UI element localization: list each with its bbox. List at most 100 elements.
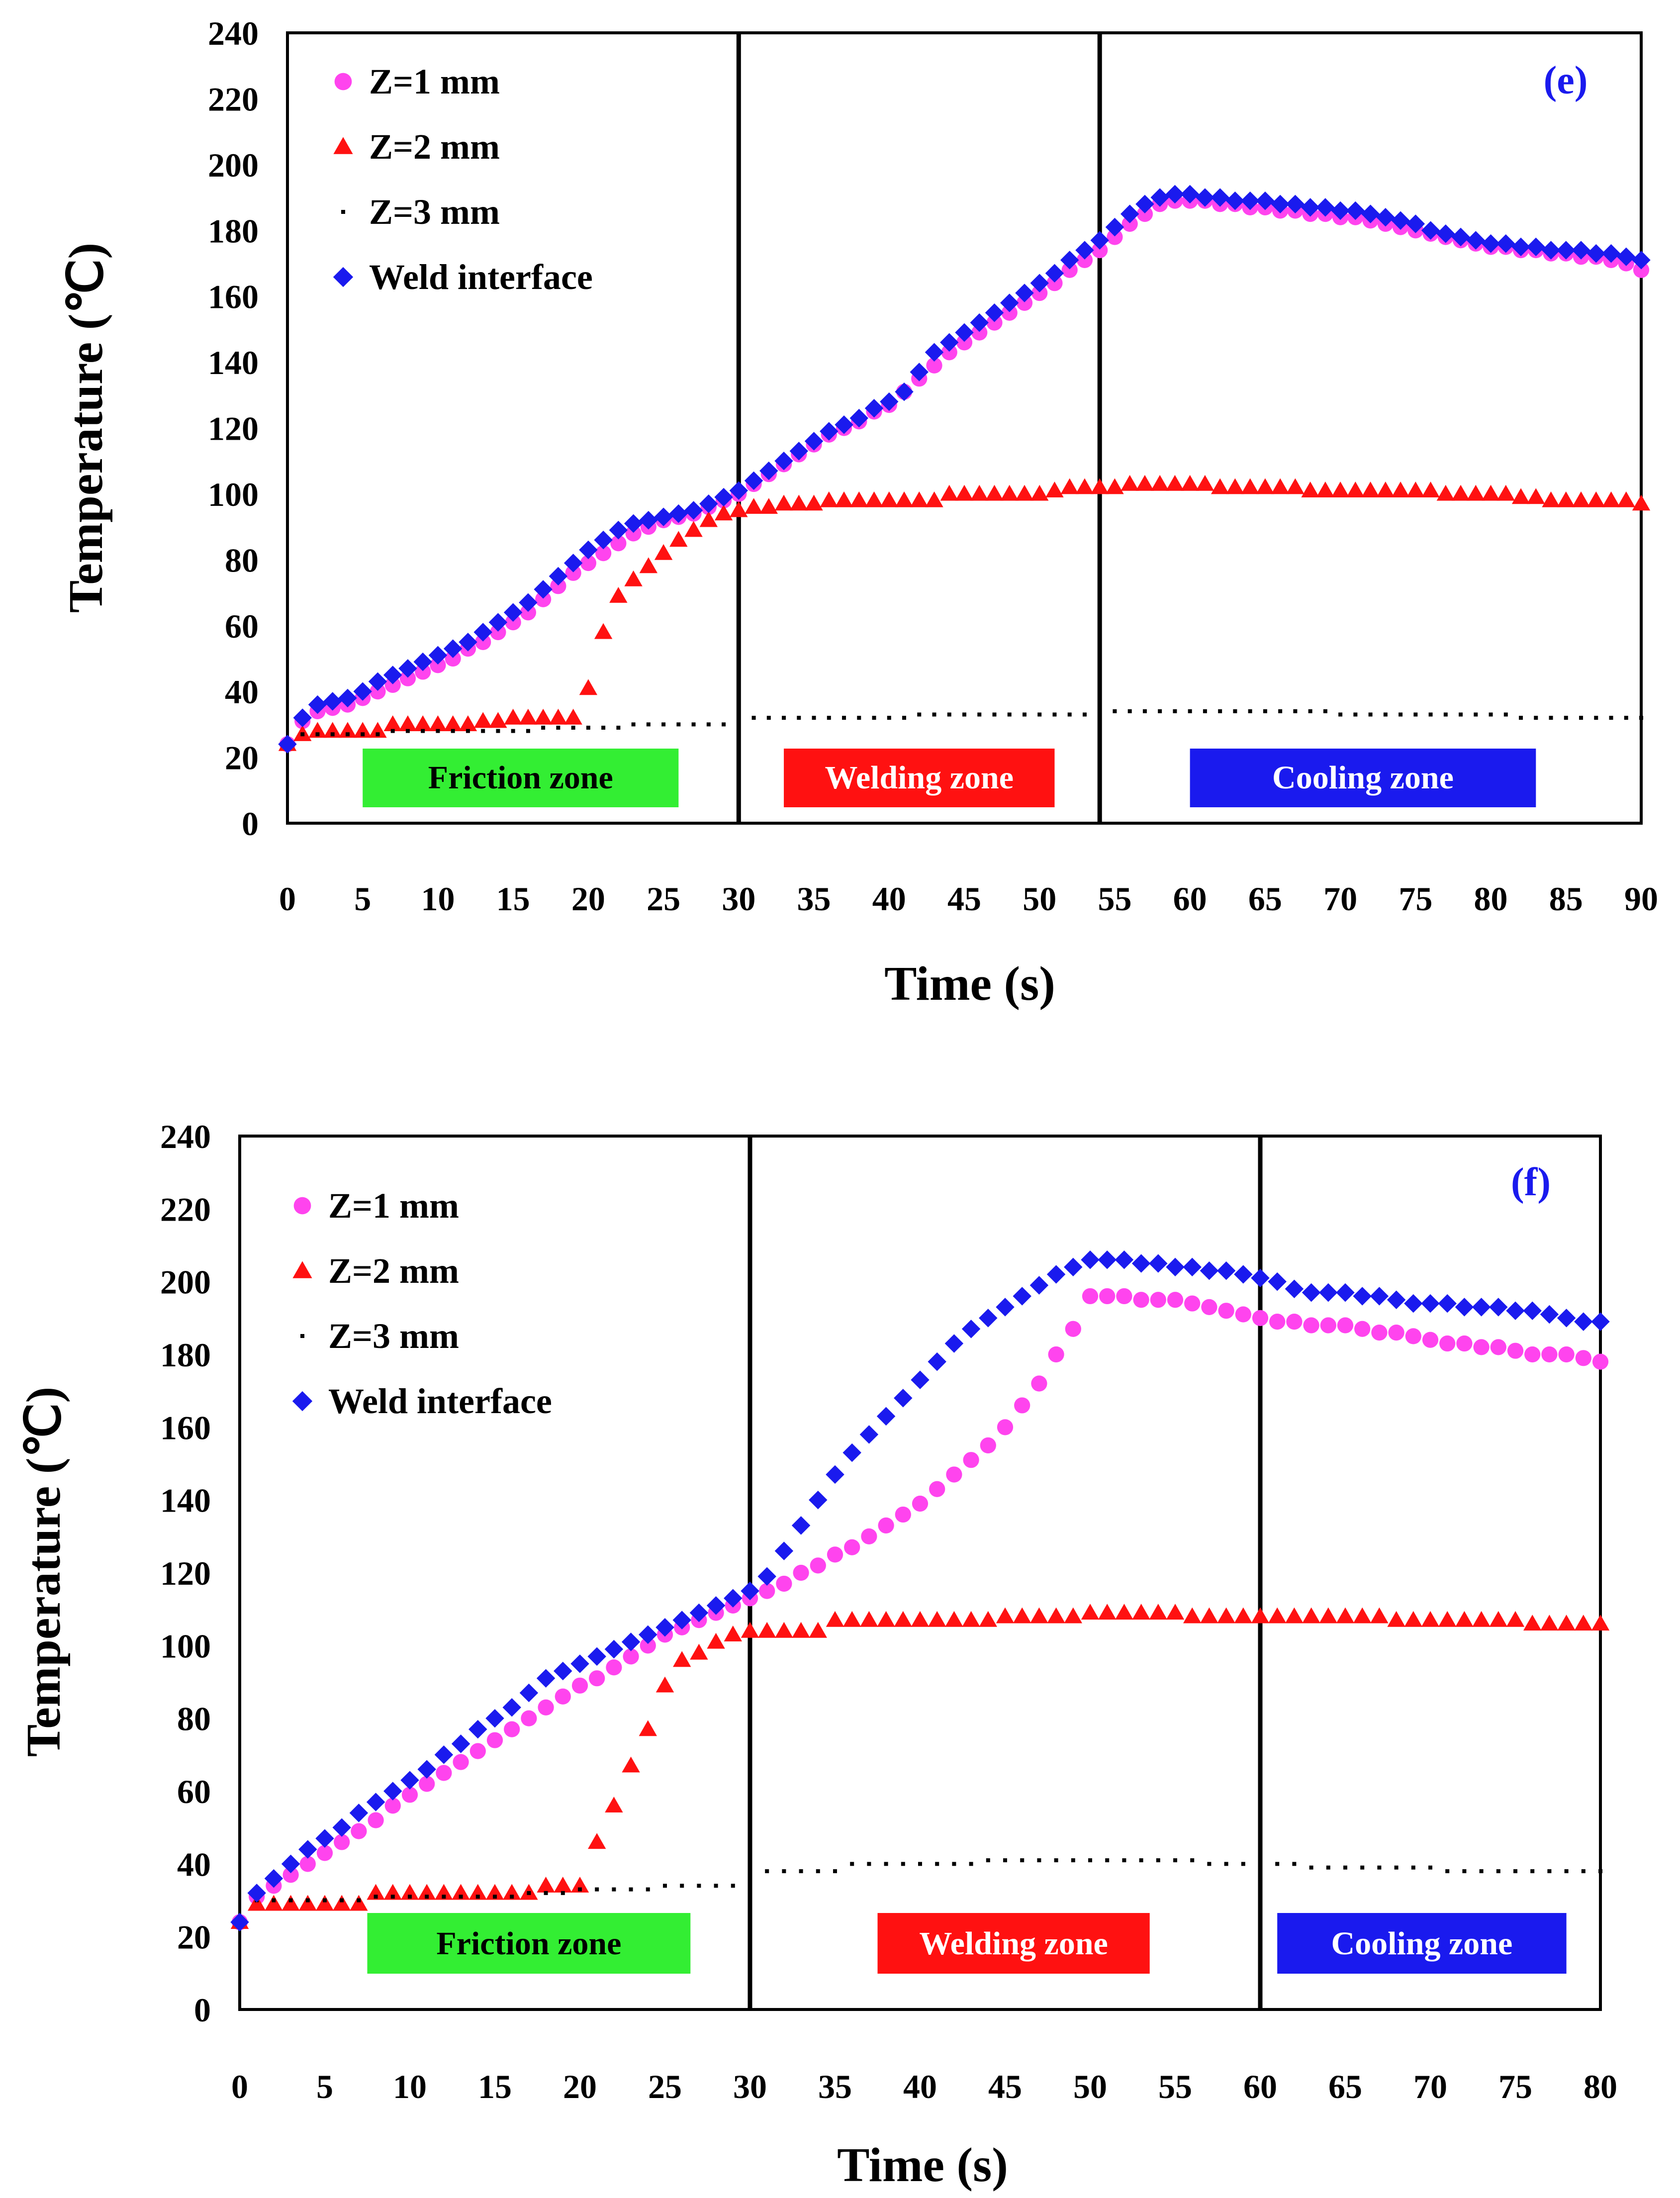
data-point: [434, 1745, 454, 1764]
legend-entry: Z=1 mm: [334, 62, 500, 101]
data-point: [1241, 478, 1259, 494]
data-point: [1013, 1607, 1031, 1624]
x-tick-label: 20: [571, 880, 605, 918]
data-point: [1534, 716, 1538, 720]
data-point: [655, 1676, 674, 1693]
data-point: [1149, 1604, 1167, 1620]
data-point: [1513, 1869, 1517, 1873]
data-point: [1067, 712, 1072, 717]
data-point: [1235, 1306, 1251, 1323]
data-point: [375, 732, 380, 737]
data-point: [1302, 1607, 1320, 1624]
data-point: [308, 722, 327, 738]
data-point: [797, 716, 801, 720]
data-point: [1045, 264, 1064, 283]
data-point: [353, 682, 372, 701]
series-markers: [278, 185, 1651, 754]
data-point: [1226, 478, 1244, 494]
data-point: [1241, 1862, 1245, 1866]
x-tick-label: 5: [354, 880, 371, 918]
data-point: [757, 1567, 776, 1586]
data-point: [1030, 274, 1049, 292]
data-point: [925, 491, 943, 507]
data-point: [459, 633, 477, 652]
data-point: [383, 666, 402, 684]
data-point: [850, 491, 868, 507]
data-point: [1196, 475, 1214, 491]
data-point: [1489, 712, 1493, 717]
data-point: [390, 1895, 395, 1899]
x-tick-label: 30: [733, 2068, 767, 2105]
legend-label: Z=1 mm: [328, 1186, 459, 1226]
data-point: [1323, 709, 1327, 713]
data-point: [901, 1862, 905, 1866]
data-point: [676, 722, 681, 727]
data-point: [1443, 712, 1448, 717]
data-point: [1122, 1858, 1126, 1863]
data-point: [443, 639, 463, 658]
data-point: [1354, 1321, 1371, 1337]
data-point: [624, 514, 643, 533]
data-point: [622, 1756, 640, 1773]
data-point: [1256, 191, 1275, 210]
data-point: [867, 1862, 871, 1866]
data-point: [305, 1898, 310, 1903]
data-point: [1422, 1332, 1439, 1348]
data-point: [1082, 1288, 1099, 1305]
data-point: [281, 1854, 300, 1874]
data-point: [860, 1611, 878, 1627]
data-point: [345, 732, 350, 737]
data-point: [1326, 1865, 1330, 1870]
data-point: [1001, 304, 1018, 321]
y-tick-label: 120: [208, 410, 259, 448]
data-point: [880, 491, 898, 507]
data-point: [1511, 488, 1530, 504]
legend-entry: Z=3 mm: [341, 192, 500, 232]
data-point: [332, 1818, 351, 1837]
data-point: [1624, 716, 1628, 720]
data-point: [1413, 712, 1418, 717]
data-point: [1064, 1257, 1083, 1277]
data-point: [1371, 1324, 1388, 1341]
data-point: [459, 1895, 463, 1899]
data-point: [996, 1298, 1015, 1317]
data-point: [1507, 1342, 1524, 1359]
data-point: [1316, 198, 1335, 217]
y-tick-label: 100: [208, 476, 259, 513]
data-point: [624, 570, 643, 586]
data-point: [475, 1895, 480, 1899]
data-point: [1438, 1611, 1457, 1627]
data-point: [1216, 1261, 1236, 1280]
data-point: [601, 725, 606, 730]
data-point: [489, 712, 507, 728]
data-point: [1428, 712, 1433, 717]
data-point: [1107, 229, 1123, 245]
data-point: [417, 1760, 436, 1779]
data-point: [1029, 1276, 1049, 1295]
data-point: [466, 729, 470, 733]
data-point: [1136, 206, 1153, 222]
data-point: [1524, 1346, 1541, 1363]
data-point: [1020, 1858, 1025, 1863]
data-point: [330, 732, 335, 737]
data-point: [878, 1517, 894, 1534]
data-point: [1200, 1607, 1218, 1624]
data-point: [1467, 484, 1485, 501]
data-point: [1098, 1250, 1117, 1269]
data-point: [1060, 478, 1079, 494]
legend: Z=1 mm Z=2 mm Z=3 mm Weld interface: [292, 1186, 552, 1421]
data-point: [1541, 1346, 1558, 1363]
data-point: [579, 679, 598, 695]
y-tick-label: 80: [177, 1700, 211, 1738]
data-point: [485, 1709, 504, 1728]
legend-label: Z=2 mm: [328, 1251, 459, 1291]
zone-label: Welding zone: [919, 1925, 1108, 1962]
data-point: [435, 1884, 453, 1900]
data-point: [1301, 481, 1319, 497]
data-point: [1617, 247, 1636, 266]
data-point: [504, 1721, 520, 1737]
zone-label: Cooling zone: [1272, 760, 1454, 796]
data-point: [759, 498, 778, 514]
zone-label-box: Cooling zone: [1277, 1913, 1567, 1974]
chart-panel-e: Friction zone Welding zone Cooling zone 0 2…: [59, 14, 1658, 1011]
